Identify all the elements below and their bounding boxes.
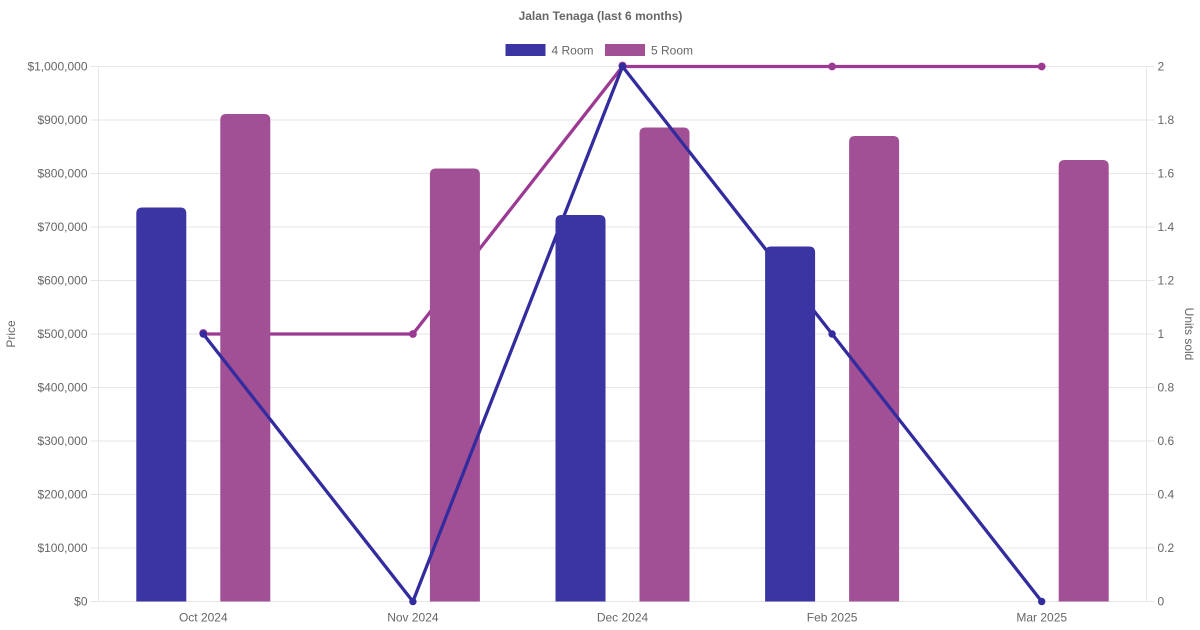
svg-text:$300,000: $300,000 bbox=[37, 434, 87, 448]
svg-text:Feb 2025: Feb 2025 bbox=[807, 611, 858, 625]
svg-text:2: 2 bbox=[1158, 60, 1165, 74]
svg-text:0: 0 bbox=[1158, 595, 1165, 609]
svg-text:0.4: 0.4 bbox=[1158, 488, 1175, 502]
svg-text:Dec 2024: Dec 2024 bbox=[597, 611, 649, 625]
svg-text:$100,000: $100,000 bbox=[37, 541, 87, 555]
svg-text:5 Room: 5 Room bbox=[651, 44, 693, 58]
svg-text:0.6: 0.6 bbox=[1158, 434, 1175, 448]
svg-text:Jalan Tenaga (last 6 months): Jalan Tenaga (last 6 months) bbox=[519, 9, 683, 23]
svg-text:Oct 2024: Oct 2024 bbox=[179, 611, 228, 625]
svg-text:4 Room: 4 Room bbox=[552, 44, 594, 58]
svg-text:1.8: 1.8 bbox=[1158, 113, 1175, 127]
svg-text:1.6: 1.6 bbox=[1158, 167, 1175, 181]
svg-text:Price: Price bbox=[4, 320, 18, 348]
svg-text:$600,000: $600,000 bbox=[37, 274, 87, 288]
svg-text:$800,000: $800,000 bbox=[37, 167, 87, 181]
svg-text:Mar 2025: Mar 2025 bbox=[1016, 611, 1067, 625]
svg-text:Units sold: Units sold bbox=[1182, 308, 1196, 361]
svg-text:$900,000: $900,000 bbox=[37, 113, 87, 127]
svg-text:Nov 2024: Nov 2024 bbox=[387, 611, 439, 625]
svg-text:$200,000: $200,000 bbox=[37, 488, 87, 502]
svg-text:$1,000,000: $1,000,000 bbox=[27, 60, 87, 74]
svg-text:0.8: 0.8 bbox=[1158, 381, 1175, 395]
svg-text:1: 1 bbox=[1158, 327, 1165, 341]
svg-text:1.4: 1.4 bbox=[1158, 220, 1175, 234]
svg-text:0.2: 0.2 bbox=[1158, 541, 1175, 555]
svg-text:$0: $0 bbox=[74, 595, 88, 609]
svg-text:1.2: 1.2 bbox=[1158, 274, 1175, 288]
svg-text:$500,000: $500,000 bbox=[37, 327, 87, 341]
svg-text:$700,000: $700,000 bbox=[37, 220, 87, 234]
svg-text:$400,000: $400,000 bbox=[37, 381, 87, 395]
